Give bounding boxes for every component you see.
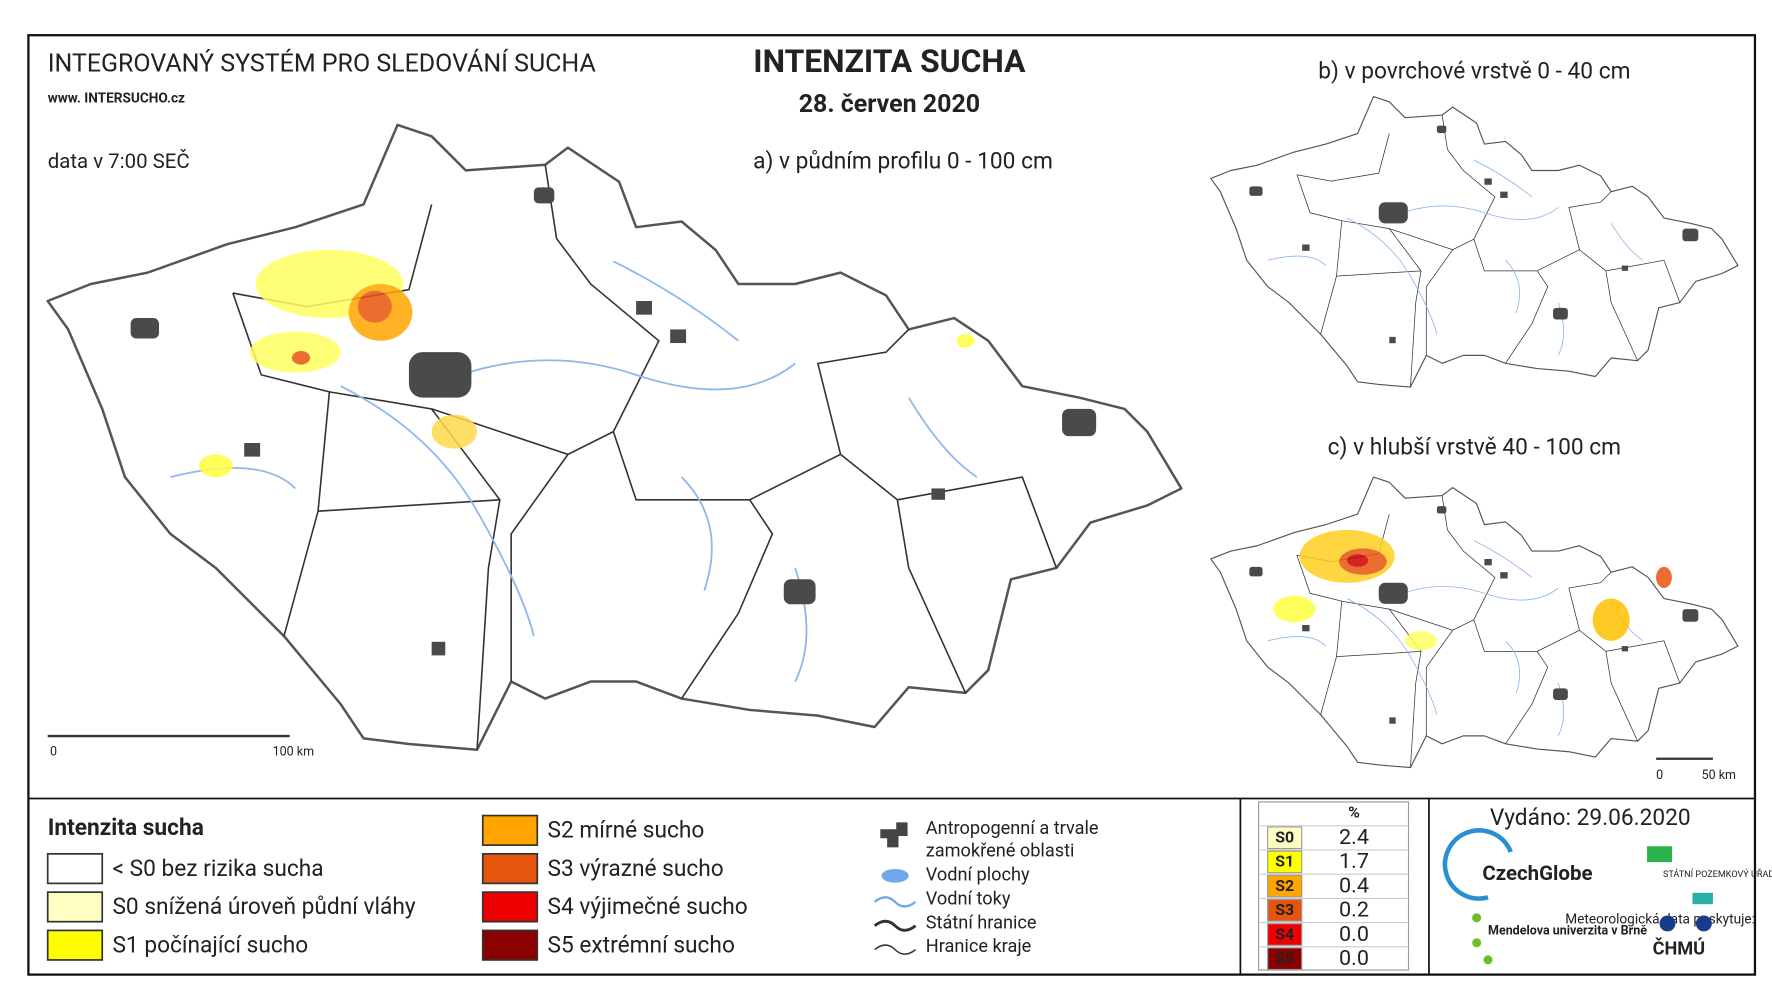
- class-cell: [1267, 874, 1303, 898]
- map-shape: [873, 919, 917, 932]
- map-shape: [291, 350, 311, 365]
- date: 28. červen 2020: [799, 90, 980, 119]
- logo-text: Mendelova univerzita v Brně: [1488, 924, 1647, 939]
- legend-label: S5 extrémní sucho: [548, 931, 735, 958]
- map-shape: [1273, 595, 1316, 623]
- map-shape: [880, 822, 908, 848]
- map-shape: [1273, 529, 1672, 651]
- symbol-label: Vodní toky: [926, 888, 1011, 909]
- stat-value: 1.7: [1339, 849, 1369, 874]
- class-cell: [1267, 850, 1303, 874]
- map-shape: [1472, 938, 1482, 948]
- scale-label: 100 km: [273, 744, 314, 759]
- stat-value: 2.4: [1339, 825, 1369, 850]
- map-shape: [198, 454, 233, 478]
- map-shape: [1258, 801, 1410, 971]
- scale-label: 0: [1656, 768, 1663, 783]
- symbol-label: Vodní plochy: [926, 865, 1030, 886]
- legend-swatch: [481, 814, 539, 846]
- map-shape: [1656, 566, 1672, 588]
- legend-label: S3 výrazné sucho: [548, 855, 724, 882]
- class-label: S2: [1275, 876, 1294, 895]
- map-shape: [431, 414, 478, 449]
- title: INTENZITA SUCHA: [753, 42, 1026, 80]
- logo-text: CzechGlobe: [1482, 861, 1592, 885]
- class-cell: [1267, 923, 1303, 946]
- map-shape: [1472, 913, 1482, 923]
- map-label: b) v povrchové vrstvě 0 - 40 cm: [1318, 58, 1630, 85]
- legend: < S0 bez rizika sucha S0 snížená úroveň p…: [46, 814, 748, 961]
- map-shape: [1647, 846, 1673, 863]
- class-label: S0: [1275, 827, 1294, 846]
- scale-label: 0: [50, 744, 57, 759]
- class-label: S5: [1275, 948, 1294, 967]
- map-shape: [1210, 476, 1739, 769]
- stats-table: % S0 2.4 S1 1.7 S2 0.4 S3 0.2 S4 0.0 S5 0.0: [1258, 801, 1410, 971]
- legend-swatch: [481, 853, 539, 885]
- logos: CzechGlobe STÁTNÍ POZEMKOVÝ ÚŘAD Mendelo…: [1442, 828, 1772, 965]
- map-label: a) v půdním profilu 0 - 100 cm: [753, 147, 1053, 174]
- map-shape: [956, 333, 975, 348]
- map-shape: [1659, 915, 1676, 932]
- class-label: S3: [1275, 900, 1294, 919]
- legend-swatch: [46, 929, 104, 961]
- map-shape: [1692, 892, 1713, 905]
- legend-label: S4 výjimečné sucho: [548, 893, 748, 920]
- class-label: S4: [1275, 924, 1294, 943]
- symbol-label: Antropogenní a trvale: [926, 818, 1099, 839]
- map-shape: [1592, 598, 1630, 641]
- map-shape: [1695, 915, 1712, 932]
- legend-label: S1 počínající sucho: [112, 931, 308, 958]
- symbol-label: Státní hranice: [926, 912, 1037, 933]
- deep-map: 0 50 km: [1210, 476, 1739, 783]
- data-time: data v 7:00 SEČ: [48, 149, 190, 173]
- stat-value: 0.4: [1339, 873, 1369, 898]
- legend-swatch: [46, 891, 104, 923]
- main-map: 0 100 km: [46, 123, 1183, 759]
- map-shape: [357, 290, 392, 323]
- map-label: c) v hlubší vrstvě 40 - 100 cm: [1328, 434, 1621, 461]
- map-shape: [874, 944, 916, 955]
- stat-value: 0.0: [1339, 922, 1369, 947]
- website[interactable]: www. INTERSUCHO.cz: [48, 90, 185, 106]
- stat-value: 0.2: [1339, 898, 1369, 923]
- legend-swatch: [481, 929, 539, 961]
- legend-label: < S0 bez rizika sucha: [112, 855, 323, 882]
- stats-header: %: [1348, 803, 1360, 822]
- symbol-label: zamokřené oblasti: [926, 841, 1075, 862]
- system-name: INTEGROVANÝ SYSTÉM PRO SLEDOVÁNÍ SUCHA: [48, 47, 596, 78]
- map-shape: [198, 249, 975, 478]
- map-shape: [873, 896, 917, 908]
- map-shape: [881, 868, 909, 883]
- class-label: S1: [1275, 852, 1294, 871]
- map-shape: [249, 331, 341, 373]
- class-cell: [1267, 947, 1303, 971]
- legend-label: S2 mírné sucho: [548, 816, 705, 843]
- map-shape: [1347, 554, 1369, 567]
- map-shape: [1483, 955, 1493, 965]
- symbol-legend: Antropogenní a trvale zamokřené oblasti …: [873, 818, 1099, 957]
- map-shape: [1442, 828, 1513, 901]
- logo-text: ČHMÚ: [1653, 937, 1706, 959]
- legend-swatch: [46, 853, 104, 885]
- logo-text: STÁTNÍ POZEMKOVÝ ÚŘAD: [1663, 868, 1772, 880]
- scale-label: 50 km: [1702, 768, 1736, 783]
- class-cell: [1267, 826, 1303, 850]
- class-cell: [1267, 898, 1303, 922]
- legend-title: Intenzita sucha: [48, 814, 204, 841]
- issued: Vydáno: 29.06.2020: [1490, 804, 1691, 831]
- legend-swatch: [481, 891, 539, 923]
- symbol-label: Hranice kraje: [926, 936, 1032, 957]
- legend-label: S0 snížená úroveň půdní vláhy: [112, 893, 415, 920]
- stat-value: 0.0: [1339, 946, 1369, 971]
- map-shape: [1405, 631, 1437, 651]
